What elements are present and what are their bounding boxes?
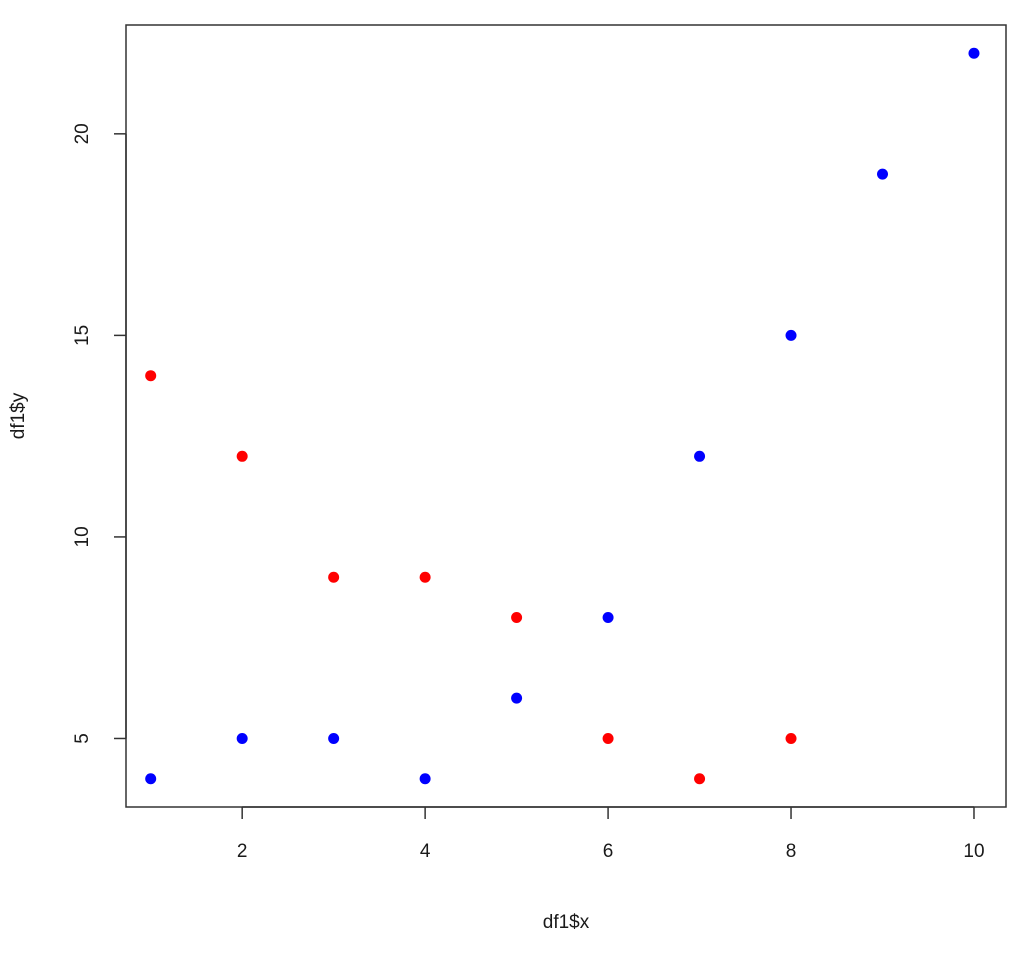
y-tick-label: 20 [72,123,93,144]
data-point [236,732,248,744]
data-point [511,612,523,624]
y-tick-label: 5 [72,733,93,744]
x-tick-label: 2 [237,841,248,862]
data-point [602,612,614,624]
data-point [236,450,248,462]
data-point [145,773,157,785]
data-point [694,450,706,462]
data-point [785,732,797,744]
data-point [785,329,797,341]
x-tick-label: 4 [420,841,431,862]
plot-frame [125,24,1007,808]
data-point [328,571,340,583]
x-tick-label: 10 [963,841,984,862]
data-point [419,571,431,583]
y-axis-title: df1$y [8,392,29,439]
data-point [328,732,340,744]
data-point [602,732,614,744]
x-tick-label: 6 [603,841,614,862]
y-tick-label: 15 [72,325,93,346]
data-point [419,773,431,785]
y-tick-label: 10 [72,526,93,547]
data-point [511,692,523,704]
data-point [968,47,980,59]
data-point [145,370,157,382]
y-axis: 5 10 15 20 [72,123,127,744]
data-points [145,47,980,785]
x-axis-title: df1$x [543,912,590,933]
data-point [877,168,889,180]
x-tick-label: 8 [786,841,797,862]
data-point [694,773,706,785]
x-axis: 2 4 6 8 10 [237,806,985,862]
